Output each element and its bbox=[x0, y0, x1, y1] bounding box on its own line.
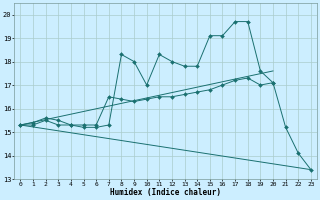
X-axis label: Humidex (Indice chaleur): Humidex (Indice chaleur) bbox=[110, 188, 221, 197]
